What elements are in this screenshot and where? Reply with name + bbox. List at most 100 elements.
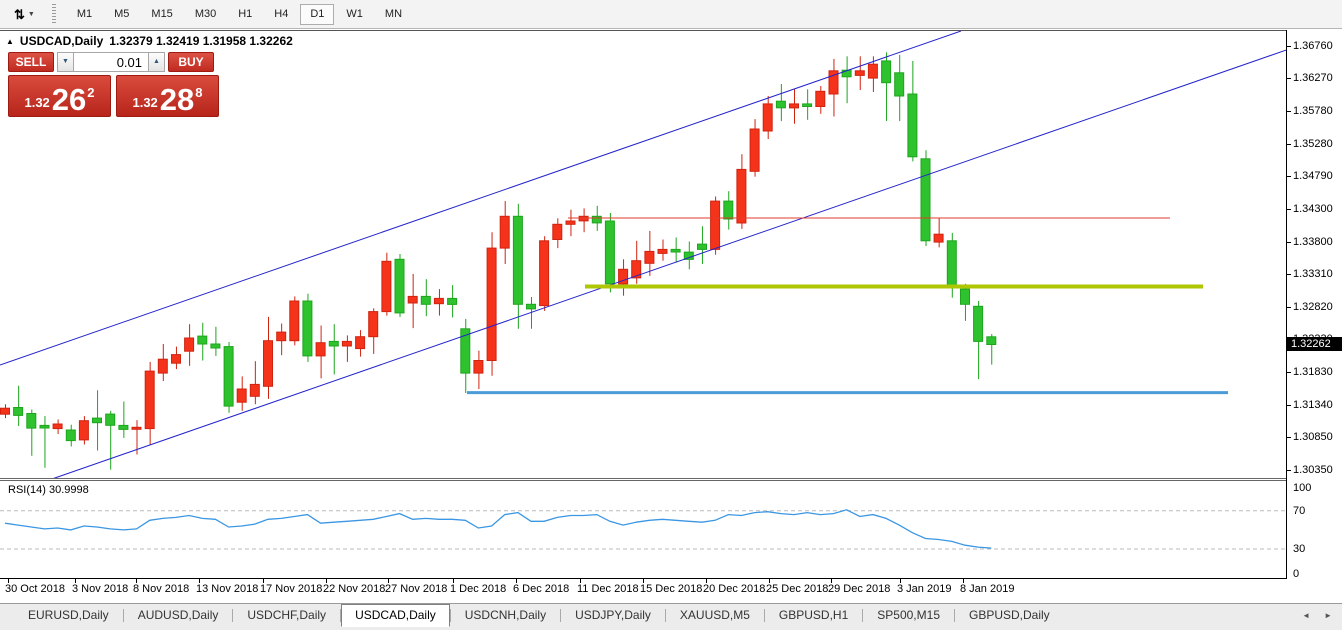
- tab-divider: [449, 609, 451, 622]
- chart-tab-gbpusd-h1[interactable]: GBPUSD,H1: [778, 608, 849, 622]
- candle-body: [210, 343, 221, 349]
- chart-ohlc-values: 1.32379 1.32419 1.31958 1.32262: [109, 34, 293, 48]
- chart-tabs: EURUSD,Daily AUDUSD,Daily USDCHF,Daily USDC…: [14, 604, 1064, 627]
- one-click-trading-panel: SELL ▼ ▲ BUY 1.32 26 2 1.32 28 8: [8, 52, 223, 117]
- candle-body: [236, 388, 247, 403]
- chart-tab-bar: EURUSD,Daily AUDUSD,Daily USDCHF,Daily USDC…: [0, 603, 1342, 630]
- candle-body: [881, 60, 892, 84]
- tab-divider: [862, 609, 864, 622]
- candle-body: [894, 72, 905, 97]
- rsi-axis-label: 0: [1293, 568, 1300, 580]
- candle-body: [920, 158, 931, 242]
- rsi-chart[interactable]: [0, 481, 1286, 578]
- chart-tab-usdcnh-daily[interactable]: USDCNH,Daily: [464, 608, 547, 622]
- candle-body: [512, 215, 523, 305]
- buy-price-big-digits: 28: [159, 81, 195, 117]
- date-axis-label: 29 Dec 2018: [828, 583, 891, 595]
- candle-body: [789, 103, 799, 109]
- candle-body: [341, 340, 352, 347]
- price-tick: [1287, 46, 1291, 47]
- period-button-M15[interactable]: M15: [141, 4, 182, 25]
- chart-tab-usdchf-daily[interactable]: USDCHF,Daily: [247, 608, 327, 622]
- toolbar-grip-handle[interactable]: [50, 4, 58, 24]
- period-button-M30[interactable]: M30: [185, 4, 226, 25]
- chart-rsi-separator[interactable]: [0, 478, 1286, 481]
- period-button-H1[interactable]: H1: [228, 4, 262, 25]
- volume-increase-button[interactable]: ▲: [148, 52, 165, 72]
- price-tick: [1287, 176, 1291, 178]
- chart-tab-eurusd-daily[interactable]: EURUSD,Daily: [28, 608, 109, 622]
- tab-scroll-left-icon[interactable]: ◄: [1302, 611, 1311, 620]
- date-axis-label: 20 Dec 2018: [703, 583, 766, 595]
- chart-tab-usdcad-daily[interactable]: USDCAD,Daily: [341, 604, 450, 627]
- candle-body: [723, 200, 734, 220]
- trendline[interactable]: [51, 31, 1286, 479]
- candle-body: [0, 407, 10, 415]
- buy-button[interactable]: BUY: [168, 52, 214, 72]
- volume-decrease-button[interactable]: ▼: [57, 52, 74, 72]
- price-axis-label: 1.33310: [1293, 268, 1333, 281]
- price-axis-label: 1.35280: [1293, 137, 1333, 150]
- price-axis: 1.36760 1.36270 1.35780 1.35280 1.34790 1.343…: [1287, 30, 1342, 478]
- collapse-icon[interactable]: ▲: [6, 36, 14, 46]
- chart-tab-sp500-m15[interactable]: SP500,M15: [877, 608, 940, 622]
- chart-tab-gbpusd-daily[interactable]: GBPUSD,Daily: [969, 608, 1050, 622]
- rsi-axis-label: 100: [1293, 482, 1312, 494]
- sell-price-button[interactable]: 1.32 26 2: [8, 75, 111, 117]
- candle-body: [631, 260, 642, 279]
- candle-body: [736, 168, 747, 224]
- date-tick: [580, 579, 581, 583]
- period-button-M5[interactable]: M5: [104, 4, 139, 25]
- date-tick: [326, 579, 327, 583]
- candle-body: [249, 383, 260, 397]
- main-chart-area[interactable]: [0, 30, 1286, 479]
- date-axis-line: [0, 578, 1287, 579]
- candle-body: [381, 260, 392, 313]
- trendline[interactable]: [0, 31, 962, 366]
- price-tick: [1287, 436, 1291, 438]
- rsi-panel[interactable]: [0, 481, 1286, 578]
- chart-type-button[interactable]: ⇅ ▼: [8, 5, 41, 24]
- period-button-W1[interactable]: W1: [336, 4, 373, 25]
- price-axis-label: 1.30350: [1293, 464, 1333, 476]
- candle-body: [539, 240, 550, 307]
- sell-button[interactable]: SELL: [8, 52, 54, 72]
- buy-price-pip-digit: 8: [195, 85, 203, 100]
- period-button-M1[interactable]: M1: [67, 4, 102, 25]
- candle-body: [973, 305, 984, 342]
- price-axis-line: [1286, 30, 1287, 578]
- candle-body: [644, 250, 655, 264]
- candlestick-chart[interactable]: [0, 31, 1286, 479]
- candle-body: [815, 90, 826, 107]
- candle-body: [960, 288, 970, 305]
- candle-body: [802, 103, 813, 108]
- candle-body: [486, 247, 497, 362]
- chart-tab-audusd-daily[interactable]: AUDUSD,Daily: [137, 608, 219, 622]
- candle-body: [52, 423, 63, 430]
- price-axis-label: 1.30850: [1293, 430, 1333, 443]
- candle-body: [697, 243, 707, 250]
- candle-body: [420, 295, 431, 305]
- date-axis: 30 Oct 2018 3 Nov 2018 8 Nov 2018 13 Nov 20…: [0, 579, 1342, 601]
- volume-input[interactable]: [74, 52, 148, 72]
- date-axis-label: 8 Nov 2018: [133, 583, 190, 595]
- candle-body: [394, 258, 405, 314]
- date-axis-label: 27 Nov 2018: [385, 583, 448, 595]
- candle-body: [946, 240, 957, 289]
- candle-body: [92, 417, 102, 424]
- period-button-H4[interactable]: H4: [264, 4, 298, 25]
- date-tick: [516, 579, 517, 583]
- candle-body: [171, 354, 181, 364]
- tab-scroll-right-icon[interactable]: ►: [1324, 611, 1332, 620]
- buy-price-button[interactable]: 1.32 28 8: [116, 75, 219, 117]
- chart-tab-usdjpy-daily[interactable]: USDJPY,Daily: [575, 608, 651, 622]
- candle-body: [276, 331, 287, 342]
- price-tick: [1287, 470, 1291, 471]
- candle-body: [670, 248, 681, 253]
- period-button-MN[interactable]: MN: [375, 4, 412, 25]
- period-button-D1[interactable]: D1: [300, 3, 335, 25]
- chart-tab-xauusd-m5[interactable]: XAUUSD,M5: [679, 608, 750, 622]
- price-tick: [1287, 110, 1291, 112]
- candle-body: [618, 268, 629, 285]
